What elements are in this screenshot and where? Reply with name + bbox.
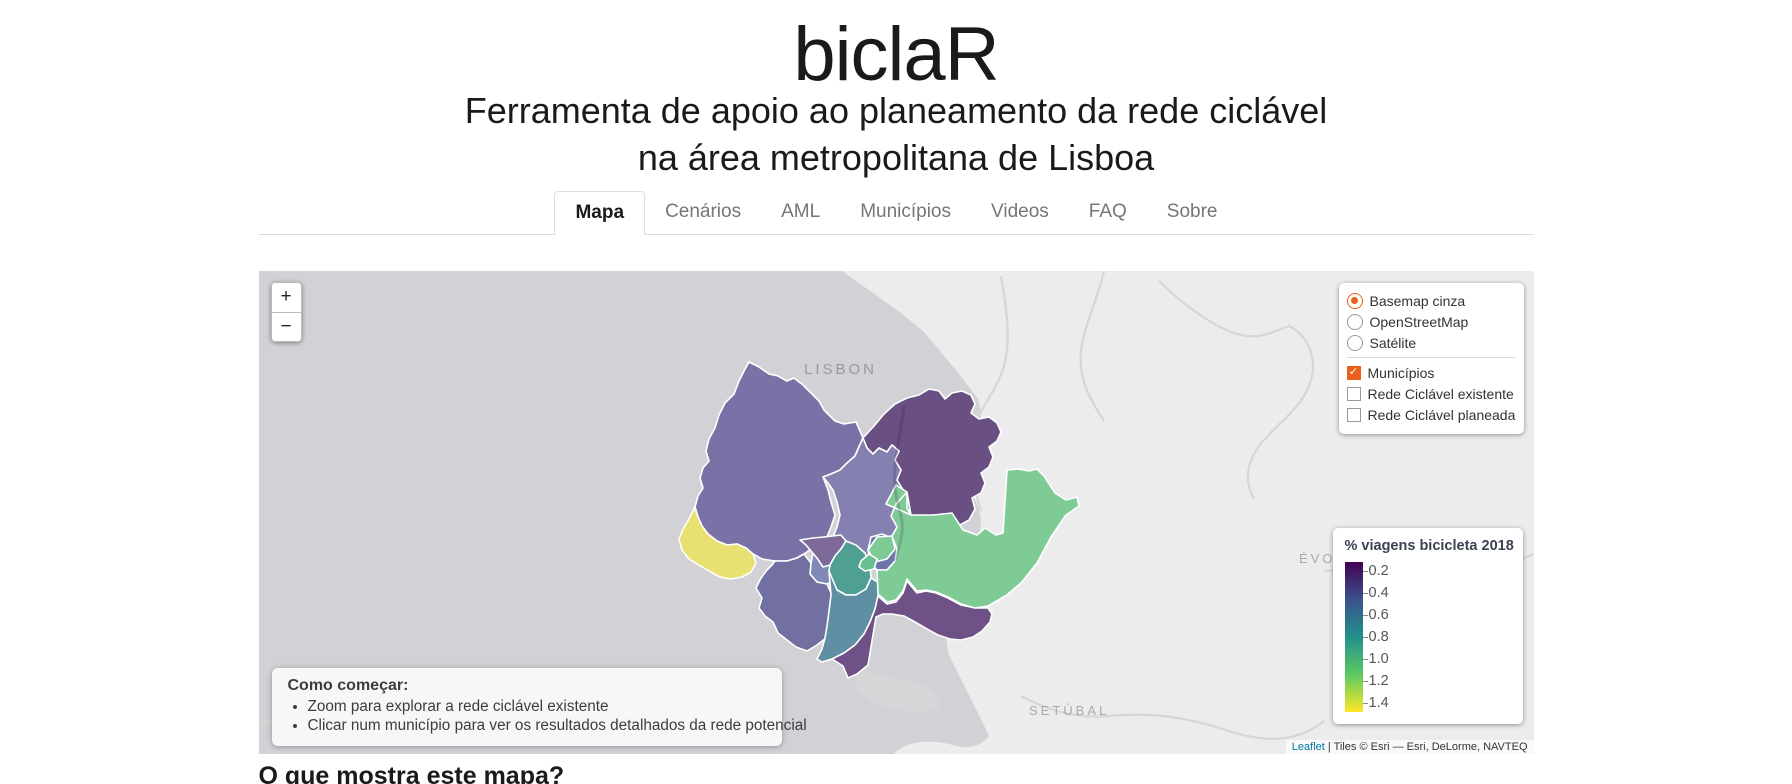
svg-text:LISBON: LISBON	[804, 361, 877, 378]
svg-text:SETÚBAL: SETÚBAL	[1029, 703, 1109, 718]
